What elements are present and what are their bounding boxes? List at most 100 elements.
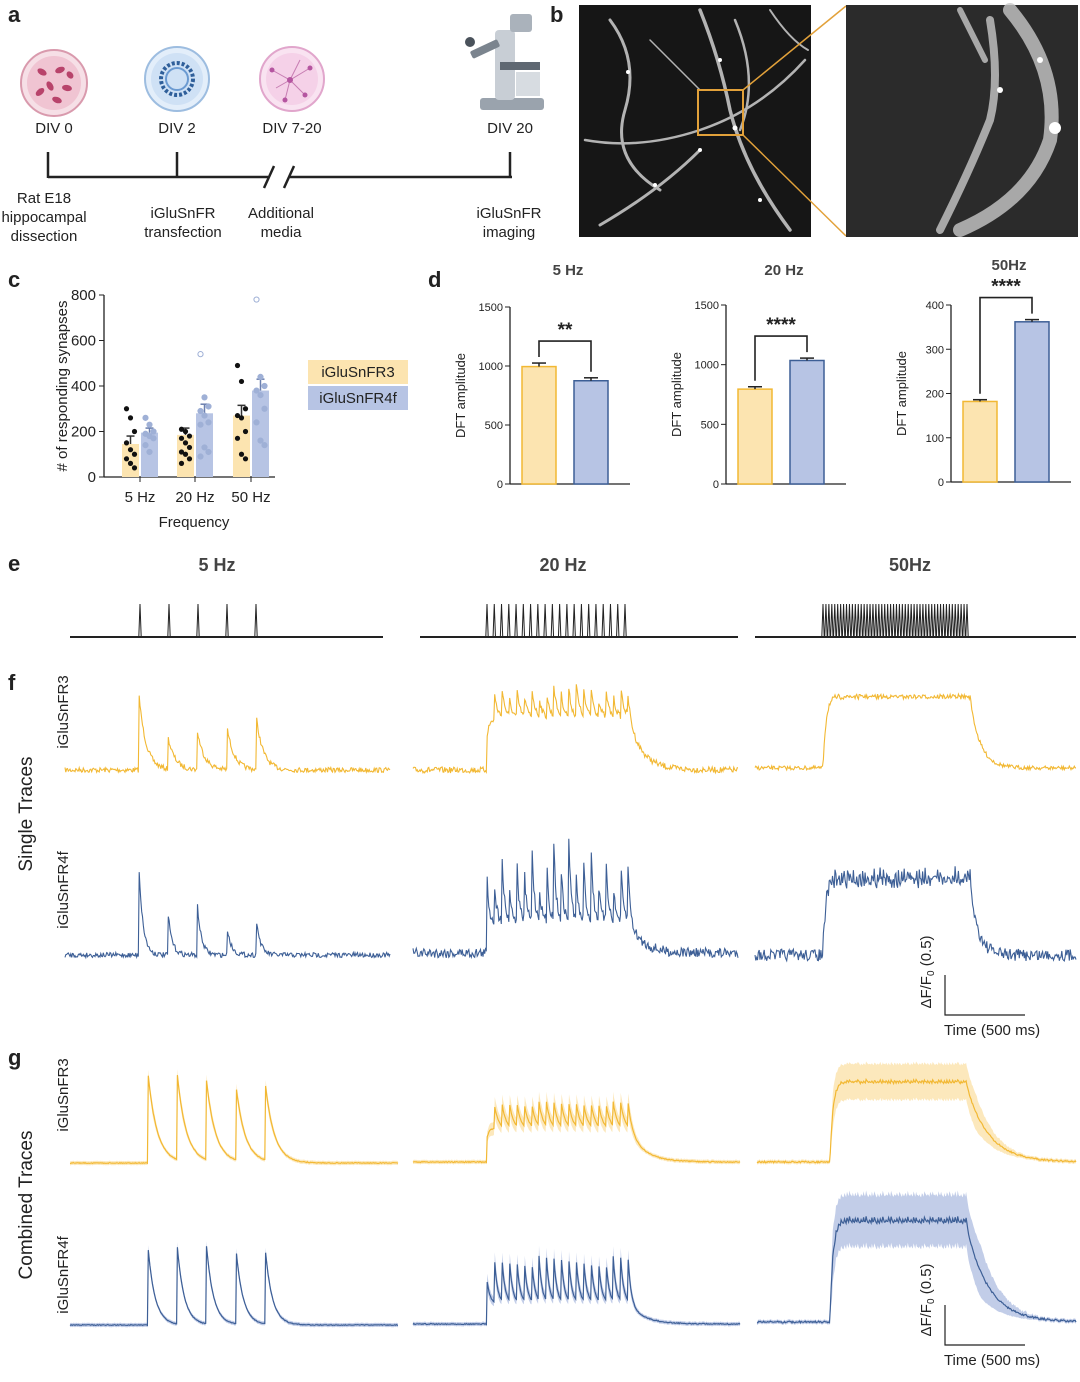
chart-c-point xyxy=(205,419,212,426)
legend: iGluSnFR3 iGluSnFR4f xyxy=(308,360,408,410)
chart-d-5hz: 5 Hz DFT amplitude 0 500 1000 1500 ** xyxy=(453,262,630,491)
chart-c: 0 200 400 600 800 5 Hz 20 Hz 50 Hz xyxy=(71,287,275,506)
chart-c-point xyxy=(257,373,264,380)
chart-chart-d2-bar xyxy=(737,388,773,485)
timeline-desc-0-line1: Rat E18 xyxy=(17,190,71,207)
chart-c-point xyxy=(253,419,260,426)
chart-c-point xyxy=(234,435,241,441)
timeline-desc-0-line2: hippocampal xyxy=(1,209,86,226)
trace-g-r3-5hz xyxy=(69,1075,399,1165)
stimulus-trains xyxy=(70,603,1076,638)
chart-c-point xyxy=(186,444,193,451)
stim-header-20hz: 20 Hz xyxy=(539,555,586,575)
panel-label-g: g xyxy=(8,1045,21,1070)
panel-label-a: a xyxy=(8,2,21,27)
chart-c-point xyxy=(197,407,204,415)
trace-f-r3-5hz xyxy=(64,695,391,775)
chart-chart-d2-ytick-label: 1500 xyxy=(695,300,719,312)
chart-c-point xyxy=(178,449,185,455)
chart-c-point xyxy=(257,392,264,399)
chart-c-ytick-label: 200 xyxy=(71,424,96,441)
micrograph-zoom xyxy=(846,3,1078,237)
panel-label-b: b xyxy=(550,2,563,27)
panel-label-e: e xyxy=(8,551,20,576)
chart-c-point xyxy=(123,440,130,446)
scale-bar-f: ΔF/F0 (0.5) Time (500 ms) xyxy=(918,935,1040,1039)
trace-f-r4f-5hz xyxy=(64,872,391,960)
chart-chart-d2-ytick-label: 500 xyxy=(701,419,719,431)
timeline-desc-3-line1: iGluSnFR xyxy=(476,205,541,222)
chart-c-point xyxy=(178,460,185,466)
scale-bar-g-xlabel: Time (500 ms) xyxy=(944,1352,1040,1369)
stimulus-pulse-train xyxy=(821,603,969,638)
chart-c-point xyxy=(142,442,149,449)
timeline-axis xyxy=(46,152,512,189)
chart-c-xtick-label: 5 Hz xyxy=(125,489,156,506)
chart-chart-d1-title: 5 Hz xyxy=(553,262,584,279)
timeline-desc-3-line2: imaging xyxy=(483,224,536,241)
chart-c-point xyxy=(131,465,138,471)
trace-g-r3-5hz-sem xyxy=(70,1069,398,1166)
chart-chart-d3-ytick-label: 0 xyxy=(938,477,944,489)
chart-c-ytick-label: 600 xyxy=(71,333,96,350)
legend-label-r3: iGluSnFR3 xyxy=(321,364,394,381)
chart-chart-d3-bar xyxy=(962,400,998,483)
chart-c-point xyxy=(205,448,212,456)
single-traces xyxy=(64,684,1077,963)
trace-f-r3-20hz xyxy=(412,684,739,775)
trace-g-r4f-20hz xyxy=(412,1255,741,1326)
timeline-desc-1-line1: iGluSnFR xyxy=(150,205,215,222)
combined-traces-label: Combined Traces xyxy=(16,1131,37,1280)
chart-chart-d1-bar xyxy=(521,365,557,485)
chart-chart-d1-ytick-label: 500 xyxy=(485,420,503,432)
trace-g-r4f-50hz-sem xyxy=(757,1190,1076,1325)
timeline-day-0: DIV 0 xyxy=(35,120,73,137)
stimulus-pulse-train xyxy=(485,603,627,638)
panel-label-f: f xyxy=(8,670,16,695)
chart-chart-d3-sig-label: **** xyxy=(991,277,1021,298)
chart-c-point xyxy=(197,421,204,428)
chart-c-point xyxy=(253,387,260,394)
chart-c-point xyxy=(146,448,153,456)
chart-c-point xyxy=(186,456,193,462)
zoom-connector xyxy=(742,5,847,237)
chart-chart-d2-sig-bracket xyxy=(754,335,808,381)
chart-c-xtick-label: 20 Hz xyxy=(175,489,214,506)
chart-c-ytick-label: 400 xyxy=(71,378,96,395)
chart-c-point xyxy=(261,405,268,412)
chart-c-point xyxy=(201,444,208,451)
trace-g-r3-20hz xyxy=(412,1101,741,1164)
chart-c-point xyxy=(178,426,185,432)
scale-bar-f-xlabel: Time (500 ms) xyxy=(944,1022,1040,1039)
chart-c-xlabel: Frequency xyxy=(159,514,230,531)
chart-chart-d3-sig-bracket xyxy=(979,296,1033,394)
chart-chart-d3-ytick-label: 400 xyxy=(926,300,944,312)
trace-g-r3-50hz xyxy=(756,1077,1077,1165)
chart-c-point xyxy=(201,412,208,419)
row-label-f-r3: iGluSnFR3 xyxy=(55,675,72,748)
chart-chart-d2-title: 20 Hz xyxy=(764,262,803,279)
chart-c-point xyxy=(238,415,245,421)
chart-chart-d2-bar xyxy=(789,359,825,485)
single-traces-label: Single Traces xyxy=(16,756,37,871)
row-label-f-r4f: iGluSnFR4f xyxy=(55,850,72,928)
panel-label-c: c xyxy=(8,267,20,292)
legend-swatch-r4f xyxy=(308,386,408,410)
chart-c-bar xyxy=(233,415,250,477)
panel-label-d: d xyxy=(428,267,441,292)
chart-c-point xyxy=(201,394,208,401)
chart-c-point xyxy=(238,451,245,457)
chart-c-point xyxy=(123,406,130,412)
chart-c-bar xyxy=(252,390,269,477)
scale-bar-g-ylabel: ΔF/F0 (0.5) xyxy=(918,1263,937,1336)
chart-chart-d2-sig-label: **** xyxy=(766,315,796,336)
chart-chart-d3-ytick-label: 100 xyxy=(926,433,944,445)
chart-c-point xyxy=(234,362,241,369)
trace-f-r3-50hz xyxy=(754,692,1077,772)
timeline-desc-1-line2: transfection xyxy=(144,224,222,241)
chart-c-point xyxy=(234,412,241,419)
trace-g-r3-50hz-sem xyxy=(757,1061,1076,1165)
chart-chart-d1-ytick-label: 1500 xyxy=(479,302,503,314)
chart-c-point xyxy=(127,460,134,466)
